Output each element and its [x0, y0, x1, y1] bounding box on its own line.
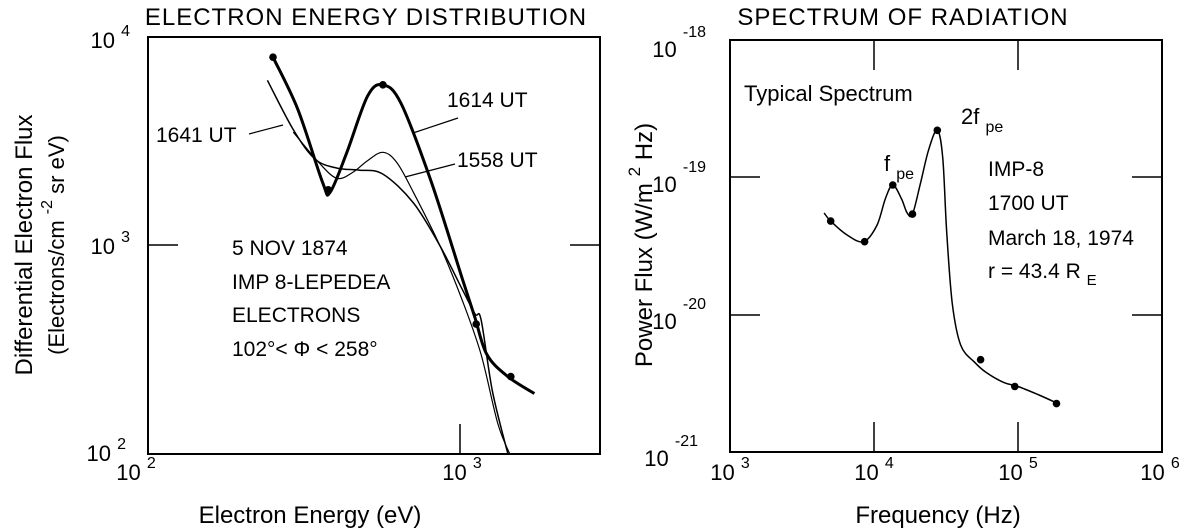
- chart-right-ytick-18-exp: -18: [683, 24, 706, 41]
- left-data-point-0-3: [472, 320, 481, 328]
- chart-right-ylabel-post: Hz): [631, 123, 658, 160]
- chart-left-ytick-10e3-base: 10: [90, 234, 114, 259]
- right-data-point-0-1: [860, 237, 869, 246]
- leader-1641-ut: [248, 124, 284, 135]
- chart-right-ytick-21-base: 10: [644, 446, 668, 471]
- chart-right-ylabel: Power Flux (W/m 2 Hz): [619, 123, 658, 367]
- annotation-line-instrument: IMP 8-LEPEDEA: [232, 271, 390, 294]
- info-time: 1700 UT: [988, 192, 1069, 215]
- series-line-1558-ut: [292, 131, 511, 455]
- chart-left-ytick-label-10e2: 10 2: [86, 436, 126, 466]
- chart-right-xtick-4-base: 10: [854, 460, 878, 485]
- chart-right-ylabel-pre: Power Flux (W/m: [631, 183, 658, 367]
- chart-right: SPECTRUM OF RADIATION 10 -21 10 -20 10 -…: [619, 4, 1180, 529]
- chart-right-xtick-3-exp: 3: [741, 455, 750, 472]
- chart-right-ylabel-sup: 2: [625, 167, 644, 176]
- series-label-1614-ut: 1614 UT: [447, 89, 528, 112]
- series-label-1558-ut: 1558 UT: [457, 149, 538, 172]
- chart-right-xtick-6-base: 10: [1140, 460, 1164, 485]
- chart-right-ytick-label-20: 10 -20: [652, 296, 706, 334]
- annotation-line-date: 5 NOV 1874: [232, 237, 348, 260]
- chart-right-ytick-label-21: 10 -21: [644, 433, 698, 471]
- info-radius-sub: E: [1087, 272, 1097, 289]
- chart-left-ylabel-line2-post: sr eV): [44, 135, 69, 194]
- chart-left-ytick-10e3-exp: 3: [121, 229, 130, 246]
- left-data-point-0-0: [269, 53, 277, 61]
- annotation-line-angle: 102°< Φ < 258°: [232, 338, 378, 361]
- chart-right-ytick-label-19: 10 -19: [652, 159, 706, 197]
- chart-left-ytick-10e2-base: 10: [86, 441, 110, 466]
- label-fpe: f pe: [884, 151, 914, 183]
- label-2fpe-base: 2f: [961, 104, 980, 129]
- series-line-1641-ut: [266, 79, 509, 455]
- left-data-point-0-4: [507, 372, 515, 381]
- series-line-1614-ut: [271, 56, 536, 395]
- info-radius: r = 43.4 R E: [988, 260, 1097, 289]
- chart-left-xlabel: Electron Energy (eV): [199, 502, 422, 529]
- chart-left: ELECTRON ENERGY DISTRIBUTION 10 2 10 3 1…: [11, 4, 601, 529]
- annotation-line-particle: ELECTRONS: [232, 304, 360, 327]
- chart-right-ytick-label-18: 10 -18: [652, 24, 706, 62]
- chart-left-markers: [269, 53, 515, 381]
- right-data-point-0-0: [826, 217, 835, 225]
- right-data-point-0-3: [908, 210, 917, 218]
- label-fpe-base: f: [884, 151, 891, 176]
- chart-right-xtick-3-base: 10: [710, 460, 734, 485]
- chart-right-markers: [826, 126, 1061, 408]
- chart-left-xtick-10e3-base: 10: [442, 460, 466, 485]
- info-spacecraft: IMP-8: [988, 158, 1044, 181]
- right-data-point-0-5: [976, 355, 985, 364]
- series-line-spectrum: [823, 129, 1059, 405]
- chart-right-xtick-5-exp: 5: [1029, 455, 1038, 472]
- chart-left-xtick-label-10e3: 10 3: [442, 455, 482, 485]
- chart-left-ylabel-line2-pre: (Electrons/cm: [44, 220, 69, 354]
- chart-left-ylabel-line2-sup: -2: [39, 200, 56, 214]
- chart-left-ylabel-line2: (Electrons/cm -2 sr eV): [32, 135, 69, 355]
- chart-left-ytick-10e2-exp: 2: [117, 436, 126, 453]
- right-data-point-0-7: [1052, 399, 1061, 408]
- chart-left-ytick-10e4-exp: 4: [121, 23, 130, 40]
- label-2fpe-sub: pe: [985, 119, 1003, 136]
- series-label-1641-ut: 1641 UT: [156, 124, 237, 147]
- chart-right-xtick-5-base: 10: [998, 460, 1022, 485]
- label-typical-spectrum: Typical Spectrum: [744, 81, 913, 106]
- leader-1558-ut: [404, 163, 456, 178]
- chart-right-frame: [729, 39, 1163, 453]
- chart-right-ytick-20-exp: -20: [683, 296, 706, 313]
- left-data-point-0-1: [324, 186, 333, 194]
- chart-right-xlabel: Frequency (Hz): [855, 502, 1020, 529]
- chart-left-ytick-label-10e4: 10 4: [90, 23, 130, 53]
- info-date: March 18, 1974: [988, 227, 1134, 250]
- label-fpe-sub: pe: [896, 166, 914, 183]
- left-data-point-0-2: [379, 81, 387, 89]
- chart-left-ytick-label-10e3: 10 3: [90, 229, 130, 259]
- chart-right-ytick-20-base: 10: [652, 309, 676, 334]
- chart-right-ytick-21-exp: -21: [675, 433, 698, 450]
- chart-right-xtick-label-3: 10 3: [710, 455, 750, 485]
- right-data-point-0-6: [1011, 382, 1019, 391]
- chart-left-xtick-10e3-exp: 3: [473, 455, 482, 472]
- chart-left-xtick-label-10e2: 10 2: [116, 455, 156, 485]
- chart-left-title: ELECTRON ENERGY DISTRIBUTION: [145, 4, 587, 31]
- chart-right-ytick-19-exp: -19: [683, 159, 706, 176]
- right-data-point-0-2: [889, 181, 897, 189]
- leader-1614-ut: [412, 117, 459, 134]
- chart-left-xtick-10e2-exp: 2: [147, 455, 156, 472]
- chart-right-xtick-label-6: 10 6: [1140, 455, 1180, 485]
- chart-right-ytick-18-base: 10: [652, 37, 676, 62]
- chart-right-xtick-4-exp: 4: [885, 455, 894, 472]
- chart-right-xtick-label-5: 10 5: [998, 455, 1038, 485]
- info-radius-pre: r = 43.4 R: [988, 260, 1081, 283]
- chart-left-xtick-10e2-base: 10: [116, 460, 140, 485]
- chart-right-xtick-label-4: 10 4: [854, 455, 894, 485]
- chart-right-title: SPECTRUM OF RADIATION: [737, 4, 1068, 31]
- label-2fpe: 2f pe: [961, 104, 1003, 136]
- chart-left-ylabel-line1: Differential Electron Flux: [11, 115, 38, 376]
- right-data-point-0-4: [933, 126, 942, 135]
- chart-left-ytick-10e4-base: 10: [90, 28, 114, 53]
- chart-right-ytick-19-base: 10: [652, 172, 676, 197]
- chart-right-xtick-6-exp: 6: [1171, 455, 1180, 472]
